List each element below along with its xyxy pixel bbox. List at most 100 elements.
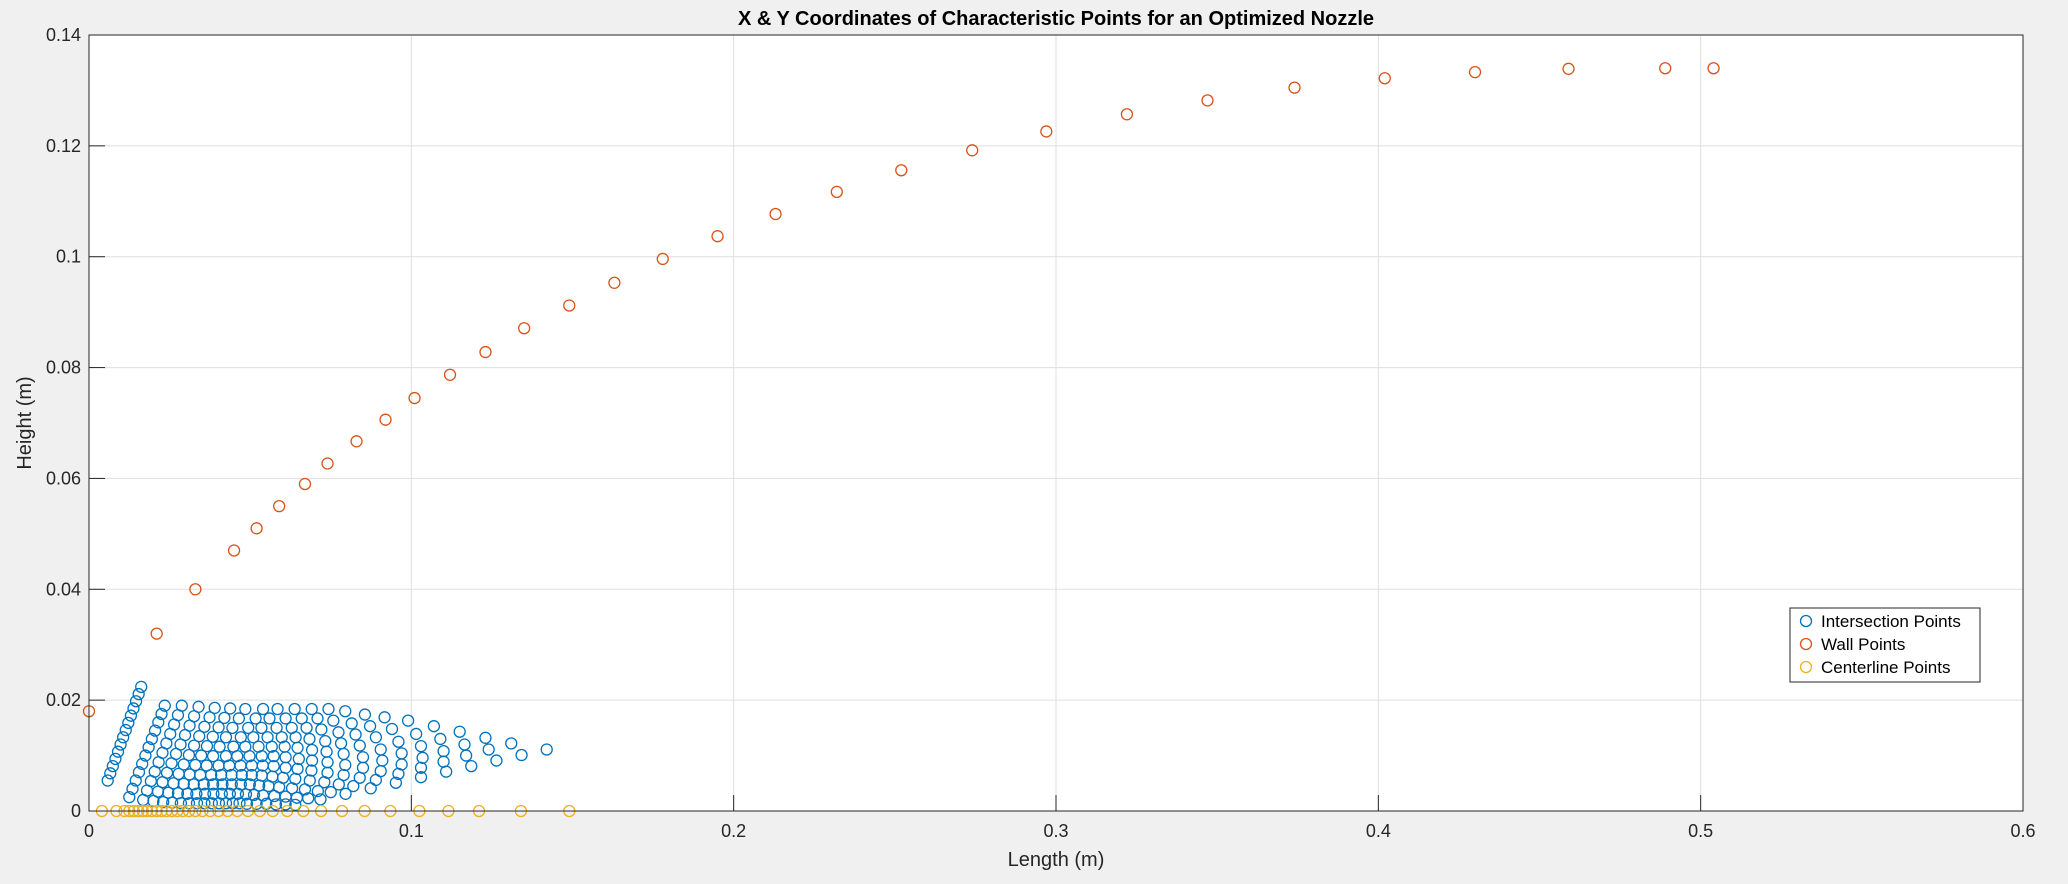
data-point-intersection-points bbox=[117, 731, 130, 744]
data-point-wall-points bbox=[1562, 62, 1575, 75]
data-point-wall-points bbox=[518, 322, 531, 335]
data-point-intersection-points bbox=[482, 743, 495, 756]
markers bbox=[82, 62, 1720, 818]
data-point-intersection-points bbox=[401, 714, 415, 727]
data-point-wall-points bbox=[350, 435, 363, 448]
chart-title: X & Y Coordinates of Characteristic Poin… bbox=[738, 8, 1374, 30]
data-point-intersection-points bbox=[465, 759, 478, 773]
data-point-intersection-points bbox=[187, 739, 201, 752]
data-point-intersection-points bbox=[347, 779, 360, 793]
x-tick-label: 0 bbox=[84, 821, 94, 841]
data-point-intersection-points bbox=[260, 797, 273, 810]
data-point-wall-points bbox=[830, 185, 843, 199]
data-point-intersection-points bbox=[322, 702, 335, 716]
data-point-intersection-points bbox=[267, 749, 280, 763]
data-point-wall-points bbox=[895, 164, 908, 177]
data-point-intersection-points bbox=[232, 712, 246, 725]
x-tick-label: 0.5 bbox=[1688, 821, 1713, 841]
data-point-wall-points bbox=[563, 299, 576, 312]
data-point-intersection-points bbox=[225, 778, 238, 791]
data-point-intersection-points bbox=[212, 797, 226, 810]
data-point-intersection-points bbox=[156, 795, 170, 809]
data-point-intersection-points bbox=[198, 787, 212, 800]
x-tick-label: 0.1 bbox=[399, 821, 424, 841]
data-point-intersection-points bbox=[327, 714, 340, 727]
data-point-intersection-points bbox=[182, 797, 196, 810]
data-point-intersection-points bbox=[181, 787, 194, 800]
data-point-intersection-points bbox=[126, 782, 139, 795]
y-tick-label: 0 bbox=[71, 801, 81, 821]
data-point-intersection-points bbox=[200, 739, 214, 753]
data-point-intersection-points bbox=[389, 776, 403, 789]
data-point-wall-points bbox=[656, 252, 669, 266]
data-point-intersection-points bbox=[193, 730, 206, 743]
data-point-intersection-points bbox=[385, 722, 399, 736]
data-point-intersection-points bbox=[279, 712, 292, 725]
data-point-intersection-points bbox=[339, 787, 352, 800]
data-point-intersection-points bbox=[136, 757, 149, 771]
data-point-intersection-points bbox=[427, 720, 441, 733]
data-point-intersection-points bbox=[174, 797, 188, 810]
data-point-intersection-points bbox=[212, 721, 225, 734]
data-point-intersection-points bbox=[332, 778, 345, 791]
data-point-wall-points bbox=[1707, 62, 1720, 75]
data-point-intersection-points bbox=[218, 711, 231, 725]
data-point-intersection-points bbox=[187, 778, 200, 791]
data-point-intersection-points bbox=[515, 748, 528, 762]
data-point-intersection-points bbox=[155, 707, 168, 721]
data-point-intersection-points bbox=[353, 771, 366, 784]
data-point-intersection-points bbox=[239, 788, 253, 801]
data-point-intersection-points bbox=[288, 702, 301, 716]
data-point-intersection-points bbox=[256, 702, 270, 716]
data-point-intersection-points bbox=[392, 735, 405, 748]
data-point-wall-points bbox=[1288, 81, 1301, 94]
data-point-intersection-points bbox=[265, 740, 278, 753]
data-point-wall-points bbox=[1468, 65, 1482, 79]
data-point-intersection-points bbox=[289, 798, 302, 812]
data-point-intersection-points bbox=[416, 751, 429, 764]
data-point-wall-points bbox=[273, 499, 286, 513]
data-point-intersection-points bbox=[459, 749, 473, 762]
legend-label-intersection-points: Intersection Points bbox=[1821, 612, 1961, 631]
data-point-intersection-points bbox=[295, 712, 308, 725]
data-point-intersection-points bbox=[345, 717, 358, 730]
data-point-intersection-points bbox=[358, 708, 372, 721]
data-point-intersection-points bbox=[490, 754, 503, 767]
data-point-intersection-points bbox=[369, 731, 383, 744]
data-point-intersection-points bbox=[311, 712, 324, 725]
series-wall-points bbox=[82, 62, 1720, 718]
data-point-intersection-points bbox=[540, 743, 553, 756]
data-point-intersection-points bbox=[235, 768, 248, 782]
x-tick-label: 0.4 bbox=[1366, 821, 1391, 841]
data-point-intersection-points bbox=[439, 765, 453, 778]
data-point-wall-points bbox=[711, 230, 724, 243]
data-point-intersection-points bbox=[132, 766, 146, 779]
data-point-intersection-points bbox=[242, 721, 255, 735]
y-tick-label: 0.1 bbox=[56, 247, 81, 267]
data-point-intersection-points bbox=[208, 701, 221, 715]
data-point-intersection-points bbox=[292, 752, 305, 766]
y-tick-label: 0.12 bbox=[46, 136, 81, 156]
data-point-intersection-points bbox=[324, 786, 337, 799]
legend-marker-centerline-points bbox=[1799, 660, 1813, 674]
data-point-intersection-points bbox=[207, 787, 220, 800]
data-point-intersection-points bbox=[315, 723, 328, 736]
data-point-wall-points bbox=[1040, 125, 1053, 138]
data-point-intersection-points bbox=[198, 797, 211, 810]
data-point-intersection-points bbox=[249, 712, 262, 725]
data-point-intersection-points bbox=[203, 711, 216, 724]
data-point-intersection-points bbox=[224, 702, 237, 715]
data-point-intersection-points bbox=[349, 728, 362, 741]
data-point-intersection-points bbox=[142, 741, 155, 754]
data-point-intersection-points bbox=[219, 797, 233, 810]
data-point-intersection-points bbox=[182, 748, 196, 762]
data-point-intersection-points bbox=[122, 716, 135, 730]
legend[interactable]: Intersection Points Wall Points Centerli… bbox=[1789, 607, 1981, 683]
data-point-intersection-points bbox=[139, 749, 152, 762]
y-tick-label: 0.04 bbox=[46, 579, 81, 599]
y-tick-label: 0.06 bbox=[46, 468, 81, 488]
data-point-intersection-points bbox=[240, 797, 254, 810]
data-point-intersection-points bbox=[247, 731, 260, 744]
data-point-intersection-points bbox=[250, 797, 263, 810]
